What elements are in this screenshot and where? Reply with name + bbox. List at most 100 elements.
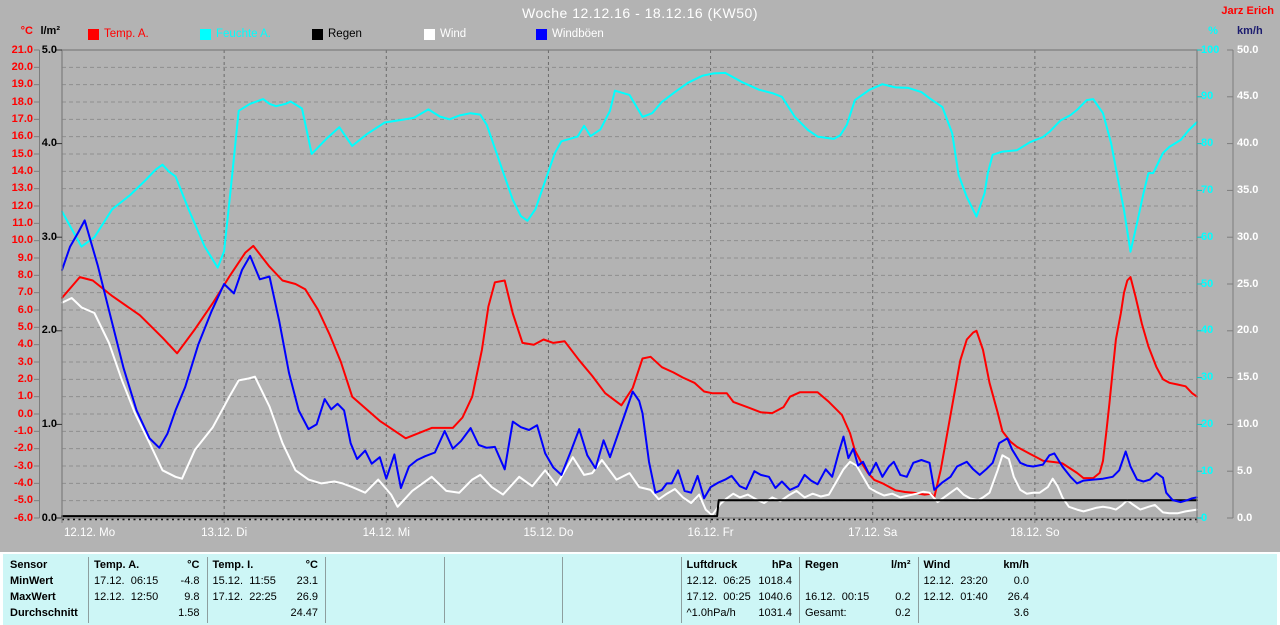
wind-axis-label: 0.0 xyxy=(1237,511,1253,524)
x-axis-day-label: 18.12. So xyxy=(1010,527,1060,539)
table-column-Wind: Wind km/h 12.12. 23:20 0.0 12.12. 01:40 26.4 3… xyxy=(917,557,1037,623)
rain-axis-label: 2.0 xyxy=(41,324,57,337)
x-axis-day-label: 14.12. Mi xyxy=(362,527,410,539)
table-col-name: Regen xyxy=(805,559,839,571)
table-data-cell: 16.12. 00:15 0.2 xyxy=(800,589,918,605)
temp-axis-label: 2.0 xyxy=(17,372,33,385)
table-data-cell xyxy=(445,573,563,589)
plot-border xyxy=(61,49,1198,519)
table-cell-value: 1018.4 xyxy=(758,575,792,587)
series-Regen xyxy=(61,499,1198,518)
table-column-Regen: Regen l/m² 16.12. 00:15 0.2 Gesamt: 0.2 xyxy=(799,557,918,623)
table-col-unit: km/h xyxy=(1003,559,1029,571)
table-cell-time: 12.12. 01:40 xyxy=(923,591,988,603)
table-data-cell: 15.12. 11:55 23.1 xyxy=(208,573,326,589)
temp-axis-label: 7.0 xyxy=(17,286,33,299)
temp-axis-label: 21.0 xyxy=(11,43,33,56)
legend-item-Temp. A.: Temp. A. xyxy=(88,28,198,41)
table-cell-value: 0.2 xyxy=(895,607,911,619)
table-header-cell xyxy=(445,557,563,573)
table-header-cell: Wind km/h xyxy=(919,557,1037,573)
table-column-empty xyxy=(562,557,681,623)
table-col-name: Temp. A. xyxy=(94,559,140,571)
temp-axis-label: 3.0 xyxy=(17,355,33,368)
legend-swatch-Wind xyxy=(424,29,435,40)
temp-axis-label: -5.0 xyxy=(14,494,33,507)
table-cell-time: 17.12. 00:25 xyxy=(686,591,751,603)
table-col-unit: °C xyxy=(305,559,318,571)
temp-axis-label: 11.0 xyxy=(12,216,33,229)
legend-item-Windböen: Windböen xyxy=(536,28,646,41)
temp-axis-label: 16.0 xyxy=(11,130,33,143)
table-column-empty xyxy=(443,557,563,623)
table-cell-time: 15.12. 11:55 xyxy=(212,575,276,587)
table-cell-time: 12.12. 23:20 xyxy=(923,575,988,587)
temp-axis-label: 4.0 xyxy=(17,338,33,351)
temp-axis-label: 12.0 xyxy=(11,199,33,212)
stats-table: Sensor MinWert MaxWert Durchschnitt Temp. A.… xyxy=(0,552,1280,625)
table-col-unit: hPa xyxy=(771,559,792,571)
wind-axis-unit-label: km/h xyxy=(1237,25,1263,37)
rain-axis-label: 0.0 xyxy=(41,511,57,524)
humidity-axis-unit-label: % xyxy=(1208,25,1218,37)
legend-label: Temp. A. xyxy=(104,28,149,40)
wind-axis-label: 25.0 xyxy=(1237,277,1259,290)
humidity-axis-label: 10 xyxy=(1201,464,1214,477)
x-axis-day-label: 12.12. Mo xyxy=(64,527,116,539)
rain-axis-label: 1.0 xyxy=(41,417,57,430)
legend-swatch-Feuchte A. xyxy=(200,29,211,40)
legend-label: Wind xyxy=(440,28,467,40)
table-data-cell: 17.12. 06:15 -4.8 xyxy=(89,573,207,589)
table-data-cell: 1.58 xyxy=(89,605,207,621)
wind-axis-label: 35.0 xyxy=(1237,183,1259,196)
wind-axis-label: 50.0 xyxy=(1237,43,1259,56)
humidity-axis-label: 0 xyxy=(1201,511,1208,524)
temp-axis-label: 9.0 xyxy=(17,251,33,264)
temp-axis-label: 18.0 xyxy=(11,95,33,108)
temp-axis-label: -6.0 xyxy=(14,511,33,524)
wind-axis-label: 20.0 xyxy=(1237,324,1259,337)
temp-axis-label: 5.0 xyxy=(17,320,33,333)
temp-axis-label: -4.0 xyxy=(14,476,33,489)
x-axis-day-label: 16.12. Fr xyxy=(687,527,734,539)
watermark-username: Jarz Erich xyxy=(1221,5,1274,17)
temp-axis-label: -2.0 xyxy=(14,442,33,455)
temp-axis-label: 10.0 xyxy=(11,234,33,247)
table-header-cell: Regen l/m² xyxy=(800,557,918,573)
x-axis-day-label: 15.12. Do xyxy=(523,527,574,539)
table-column-Temp. I.: Temp. I. °C 15.12. 11:55 23.1 17.12. 22:25 26… xyxy=(206,557,326,623)
wind-axis-label: 10.0 xyxy=(1237,417,1259,430)
table-cell-value: 1031.4 xyxy=(758,607,792,619)
table-data-cell xyxy=(445,605,563,621)
table-data-cell xyxy=(326,573,444,589)
table-cell-value: 0.0 xyxy=(1013,575,1029,587)
table-col-name: Luftdruck xyxy=(686,559,738,571)
wind-axis-label: 45.0 xyxy=(1237,90,1259,103)
table-data-cell: 24.47 xyxy=(208,605,326,621)
x-axis-day-label: 17.12. Sa xyxy=(848,527,898,539)
temp-axis-unit-label: °C xyxy=(20,25,33,37)
table-col-unit: °C xyxy=(187,559,200,571)
table-cell-time: 17.12. 22:25 xyxy=(212,591,277,603)
table-cell-time: 16.12. 00:15 xyxy=(805,591,870,603)
temp-axis-label: 19.0 xyxy=(11,78,33,91)
humidity-axis-label: 20 xyxy=(1201,417,1214,430)
table-cell-value: 3.6 xyxy=(1013,607,1029,619)
series-Windböen xyxy=(61,219,1198,504)
table-row-header: MinWert xyxy=(10,575,54,587)
table-data-cell: ^1.0hPa/h 1031.4 xyxy=(682,605,800,621)
temp-axis-label: 17.0 xyxy=(11,112,33,125)
legend-label: Windböen xyxy=(552,28,604,40)
rain-axis-unit-label: l/m² xyxy=(40,25,60,37)
series-Temp. A. xyxy=(61,244,1198,499)
humidity-axis-label: 40 xyxy=(1201,324,1214,337)
temp-axis-label: 13.0 xyxy=(11,182,33,195)
x-axis-day-label: 13.12. Di xyxy=(201,527,248,539)
wind-axis-label: 15.0 xyxy=(1237,371,1259,384)
temp-axis-label: 6.0 xyxy=(17,303,33,316)
legend-swatch-Windböen xyxy=(536,29,547,40)
humidity-axis-label: 50 xyxy=(1201,277,1214,290)
table-cell-time: 12.12. 06:25 xyxy=(686,575,751,587)
legend-label: Regen xyxy=(328,28,362,40)
